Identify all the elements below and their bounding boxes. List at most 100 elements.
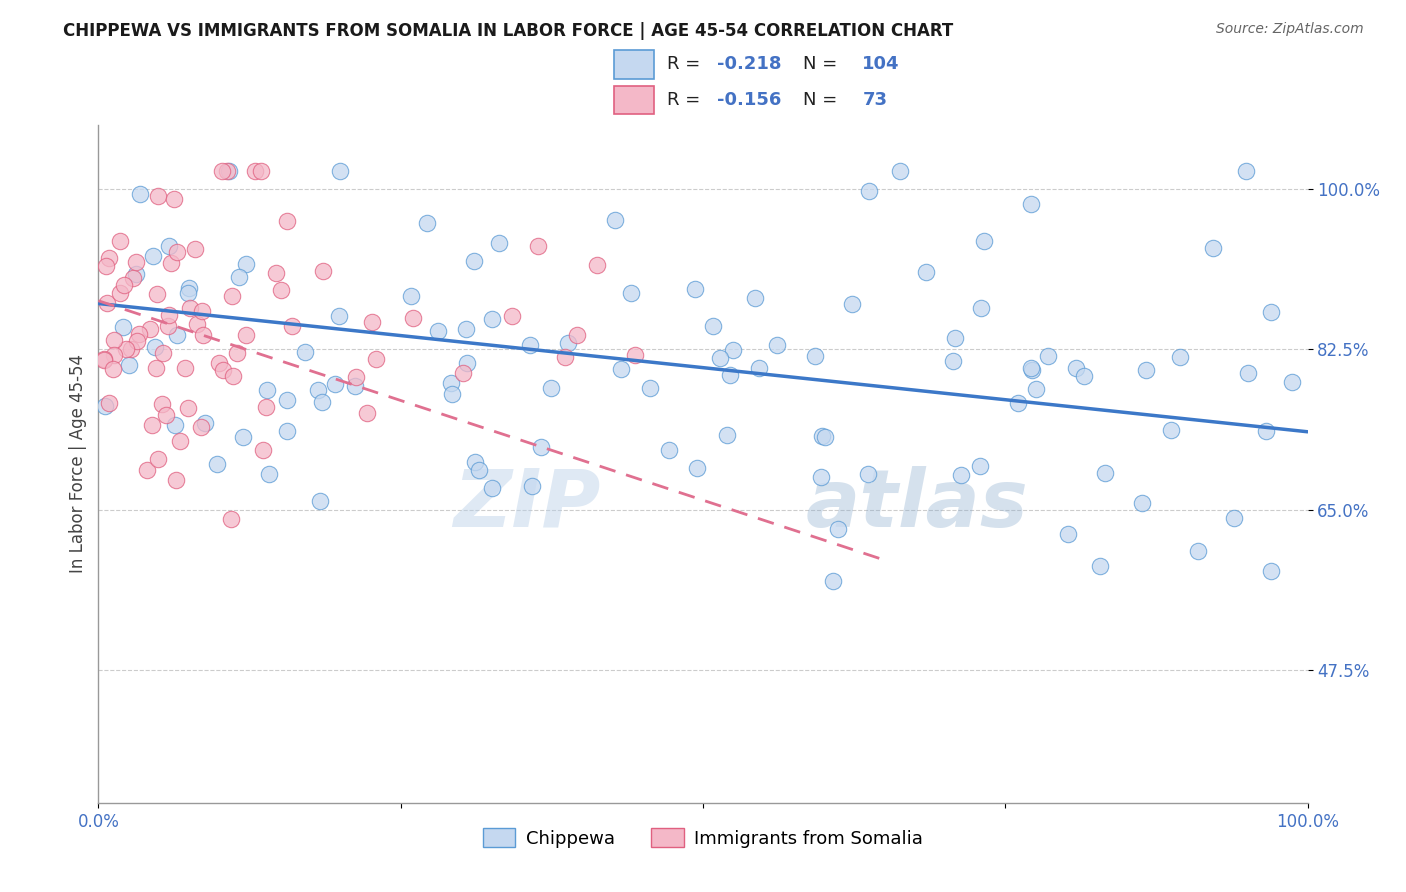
Point: [276, 424, 298, 438]
Point: [481, 481, 503, 495]
Point: [190, 419, 212, 434]
Point: [709, 351, 731, 365]
Point: [439, 376, 461, 390]
Point: [366, 351, 388, 366]
Point: [228, 270, 250, 285]
Point: [360, 315, 382, 329]
Point: [540, 381, 562, 395]
Point: [415, 216, 437, 230]
Point: [243, 163, 266, 178]
Point: [127, 334, 149, 349]
Legend: Chippewa, Immigrants from Somalia: Chippewa, Immigrants from Somalia: [475, 821, 931, 855]
Point: [328, 309, 350, 323]
Point: [1090, 558, 1112, 573]
Text: CHIPPEWA VS IMMIGRANTS FROM SOMALIA IN LABOR FORCE | AGE 45-54 CORRELATION CHART: CHIPPEWA VS IMMIGRANTS FROM SOMALIA IN L…: [63, 22, 953, 40]
Point: [329, 163, 352, 178]
Point: [166, 327, 188, 342]
Point: [135, 463, 157, 477]
Point: [264, 266, 287, 280]
Point: [219, 512, 242, 526]
Point: [856, 467, 879, 481]
Point: [128, 326, 150, 341]
Point: [344, 379, 367, 393]
Point: [821, 574, 844, 588]
Point: [177, 285, 200, 300]
Point: [488, 235, 510, 250]
Point: [103, 333, 125, 347]
Point: [720, 368, 742, 383]
Point: [811, 429, 834, 443]
Text: 73: 73: [862, 91, 887, 109]
Point: [108, 234, 131, 248]
Point: [1234, 163, 1257, 178]
Text: 104: 104: [862, 55, 900, 73]
Point: [841, 296, 863, 310]
Point: [501, 309, 523, 323]
Bar: [614, 86, 654, 114]
Point: [1202, 241, 1225, 255]
Text: atlas: atlas: [806, 466, 1029, 543]
Point: [222, 368, 245, 383]
Point: [401, 288, 423, 302]
Point: [456, 322, 478, 336]
Point: [94, 259, 117, 273]
Point: [585, 258, 607, 272]
Point: [118, 358, 141, 372]
Point: [177, 281, 200, 295]
Point: [93, 353, 115, 368]
Point: [141, 418, 163, 433]
Point: [177, 401, 200, 415]
Point: [138, 322, 160, 336]
Point: [1064, 360, 1087, 375]
Text: -0.156: -0.156: [717, 91, 782, 109]
Point: [451, 366, 474, 380]
Point: [942, 354, 965, 368]
Point: [232, 429, 254, 443]
Point: [519, 337, 541, 351]
Point: [565, 327, 588, 342]
Point: [159, 256, 181, 270]
Point: [1007, 396, 1029, 410]
Y-axis label: In Labor Force | Age 45-54: In Labor Force | Age 45-54: [69, 354, 87, 574]
Point: [252, 442, 274, 457]
Point: [744, 291, 766, 305]
Point: [157, 239, 180, 253]
Point: [166, 245, 188, 260]
Point: [125, 267, 148, 281]
Point: [194, 417, 217, 431]
Point: [157, 308, 180, 322]
Point: [146, 189, 169, 203]
Point: [211, 163, 233, 178]
Point: [402, 311, 425, 326]
Point: [191, 304, 214, 318]
Point: [1019, 360, 1042, 375]
Point: [858, 184, 880, 198]
Point: [1036, 349, 1059, 363]
Text: R =: R =: [668, 55, 706, 73]
Text: R =: R =: [668, 91, 706, 109]
Point: [256, 383, 278, 397]
Point: [943, 331, 966, 345]
Point: [179, 301, 201, 316]
Point: [112, 320, 135, 334]
Point: [312, 264, 335, 278]
Point: [221, 288, 243, 302]
Point: [146, 286, 169, 301]
Point: [1073, 368, 1095, 383]
Point: [217, 163, 239, 178]
Point: [1260, 564, 1282, 578]
Point: [1135, 362, 1157, 376]
Point: [96, 295, 118, 310]
Point: [557, 335, 579, 350]
Point: [605, 212, 627, 227]
Point: [440, 387, 463, 401]
Point: [108, 285, 131, 300]
Point: [157, 318, 180, 333]
Point: [142, 249, 165, 263]
Point: [163, 192, 186, 206]
Point: [114, 342, 136, 356]
Point: [276, 214, 298, 228]
Point: [1237, 367, 1260, 381]
Point: [309, 493, 332, 508]
Point: [686, 461, 709, 475]
